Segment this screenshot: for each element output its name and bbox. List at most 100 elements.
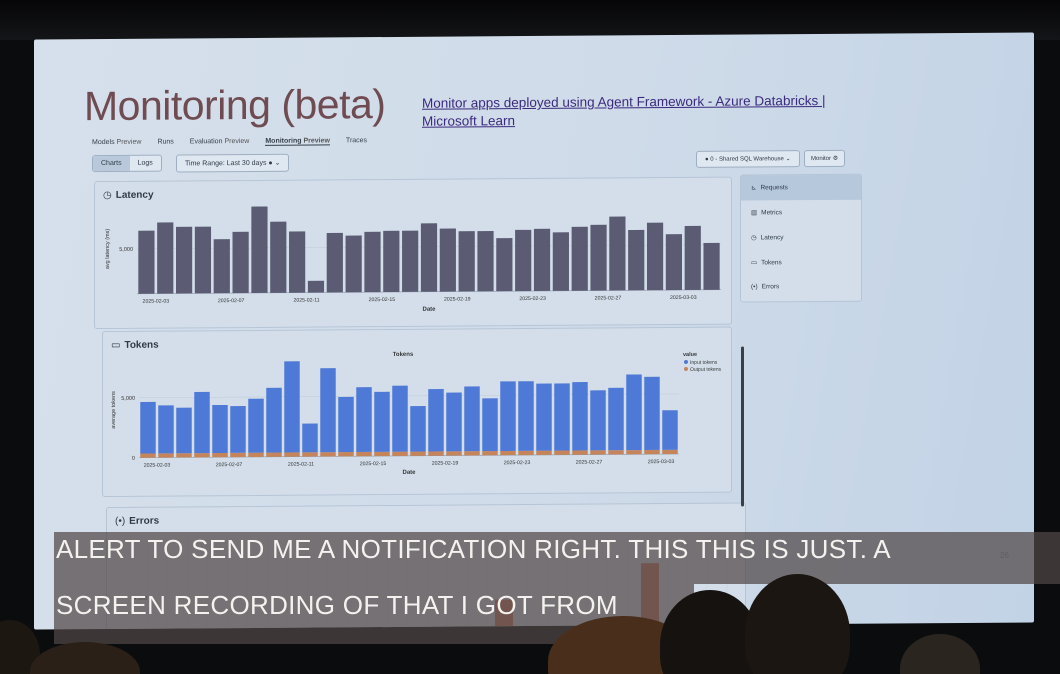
tab-monitoring[interactable]: Monitoring Preview [265, 137, 330, 146]
tab-monitoring-preview: Preview [303, 137, 330, 145]
nav-metrics[interactable]: ▥ Metrics [741, 200, 861, 226]
output-tokens-bar [140, 453, 156, 458]
latency-bar [684, 225, 701, 290]
gridline [139, 393, 679, 399]
output-tokens-bar [464, 451, 480, 456]
tab-models-label: Models [92, 138, 115, 147]
legend-output-tokens: Output tokens [690, 367, 722, 373]
toolbar: Charts Logs Time Range: Last 30 days ● ⌄… [92, 149, 852, 173]
nav-errors[interactable]: (•) Errors [741, 275, 861, 301]
y-axis-label: average tokens [111, 391, 117, 429]
output-tokens-bar [662, 449, 678, 455]
view-toggle: Charts Logs [92, 154, 162, 173]
tab-models[interactable]: Models Preview [92, 139, 141, 147]
output-tokens-bar [212, 452, 228, 458]
input-tokens-bar [554, 383, 570, 451]
latency-bar [213, 239, 230, 294]
chart-title: Tokens [393, 352, 414, 358]
latency-bar [326, 232, 343, 293]
latency-bar [307, 280, 325, 293]
latency-bar [175, 226, 193, 294]
input-tokens-bar [320, 368, 336, 453]
x-axis-label: Date [422, 307, 436, 313]
latency-bar [628, 229, 645, 291]
latency-bar [402, 230, 419, 292]
tab-models-preview: Preview [116, 138, 142, 146]
input-tokens-bar [590, 390, 606, 451]
latency-bar [138, 230, 155, 294]
monitor-button[interactable]: Monitor ⚙ [804, 149, 846, 168]
warehouse-label: 0 - Shared SQL Warehouse [710, 156, 784, 163]
output-tokens-bar [392, 451, 408, 456]
x-tick-label: 2025-02-27 [595, 295, 622, 301]
latency-bar [194, 226, 212, 294]
input-tokens-bar [572, 382, 588, 451]
tab-traces-label: Traces [345, 137, 368, 145]
caption-line-1: ALERT TO SEND ME A NOTIFICATION RIGHT. T… [56, 534, 891, 564]
nav-tokens[interactable]: ▭ Tokens [741, 250, 861, 276]
tab-bar: Models Preview Runs Evaluation Preview M… [92, 137, 367, 147]
latency-bar [665, 234, 683, 291]
input-tokens-bar [212, 404, 228, 454]
y-tick-label: 5,000 [119, 247, 133, 253]
scrollbar[interactable] [741, 346, 744, 507]
docs-link[interactable]: Monitor apps deployed using Agent Framew… [422, 92, 852, 131]
latency-bar [289, 231, 306, 293]
input-tokens-bar [302, 423, 318, 453]
charts-toggle[interactable]: Charts [93, 155, 130, 172]
output-tokens-bar [338, 452, 354, 457]
input-tokens-bar [482, 398, 498, 452]
nav-errors-label: Errors [761, 283, 780, 291]
tab-runs[interactable]: Runs [157, 139, 173, 147]
tab-evaluation[interactable]: Evaluation Preview [190, 138, 250, 146]
tokens-chart: Tokens 5,000 0 average tokens 2025-02-03 2025… [111, 352, 722, 476]
tab-runs-label: Runs [157, 138, 174, 146]
output-tokens-bar [158, 453, 174, 458]
warehouse-select[interactable]: ● 0 - Shared SQL Warehouse ⌄ [696, 150, 800, 168]
input-tokens-bar [230, 406, 246, 453]
clock-icon: ◷ [751, 234, 757, 242]
tab-traces[interactable]: Traces [346, 137, 367, 145]
chevron-down-icon: ⌄ [274, 159, 281, 167]
live-caption: ALERT TO SEND ME A NOTIFICATION RIGHT. T… [54, 530, 1060, 650]
legend-swatch-input [684, 359, 688, 364]
latency-bar [251, 206, 268, 293]
latency-bar [364, 231, 381, 293]
x-tick-label: 2025-02-23 [519, 296, 546, 302]
legend-swatch-output [684, 366, 688, 371]
error-icon: (•) [751, 283, 758, 291]
side-nav: ⊾ Requests ▥ Metrics ◷ Latency ▭ Tokens (•) E… [740, 173, 862, 303]
output-tokens-bar [266, 452, 282, 457]
nav-metrics-label: Metrics [761, 209, 783, 217]
logs-toggle[interactable]: Logs [137, 159, 153, 167]
latency-bar [646, 222, 664, 291]
tab-monitoring-label: Monitoring [265, 137, 302, 145]
input-tokens-bar [338, 396, 354, 453]
nav-requests[interactable]: ⊾ Requests [741, 174, 861, 201]
time-range-label: Time Range: Last 30 days [185, 159, 267, 168]
latency-bar [345, 235, 362, 293]
latency-bar [590, 224, 607, 291]
docs-link-line1[interactable]: Monitor apps deployed using Agent Framew… [422, 92, 826, 111]
latency-bar [533, 228, 551, 292]
x-tick-label: 2025-03-03 [670, 295, 697, 301]
latency-bar [232, 231, 249, 294]
output-tokens-bar [482, 451, 498, 456]
output-tokens-bar [230, 452, 246, 458]
x-tick-label: 2025-02-19 [432, 461, 459, 467]
output-tokens-bar [536, 450, 552, 455]
input-tokens-bar [194, 391, 210, 454]
input-tokens-bar [446, 392, 462, 452]
nav-latency-label: Latency [760, 234, 784, 242]
legend-title: value [683, 352, 697, 358]
slide-title: Monitoring (beta) [84, 81, 386, 130]
audience-head [900, 634, 980, 674]
docs-link-line2[interactable]: Microsoft Learn [422, 113, 516, 129]
output-tokens-bar [356, 451, 372, 457]
output-tokens-bar [554, 450, 570, 455]
input-tokens-bar [374, 391, 390, 452]
output-tokens-bar [428, 451, 444, 456]
input-tokens-bar [266, 387, 282, 453]
nav-latency[interactable]: ◷ Latency [741, 225, 861, 251]
time-range-select[interactable]: Time Range: Last 30 days ● ⌄ [176, 153, 290, 173]
